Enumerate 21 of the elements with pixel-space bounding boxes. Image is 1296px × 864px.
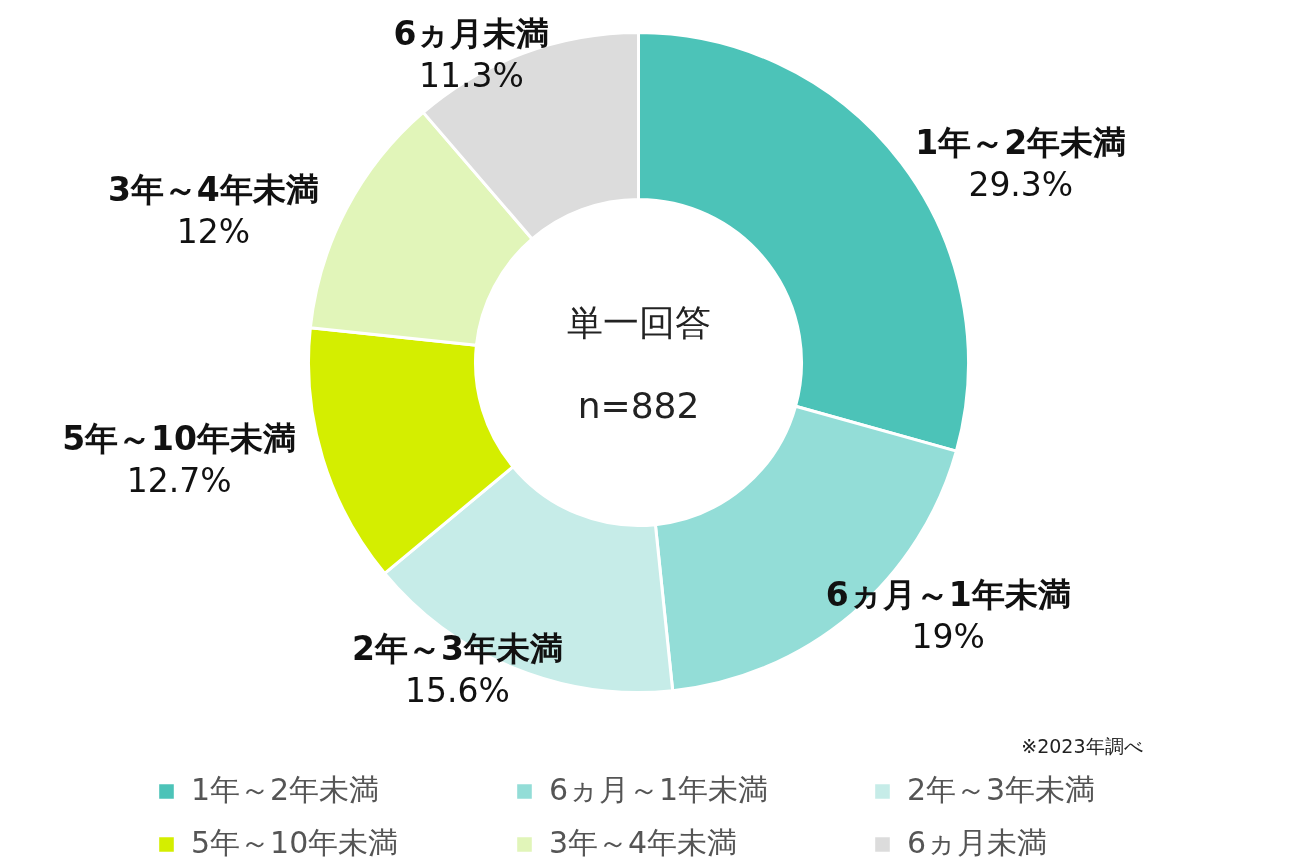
slice-label: 1年～2年未満 [915, 123, 1127, 163]
text: ※2023年調べ [1021, 734, 1143, 757]
slice-label: 6ヵ月～1年未満 [825, 575, 1071, 615]
data-label: 11.3% [419, 55, 524, 95]
data-label: 19% [911, 617, 985, 657]
text: n=882 [577, 385, 700, 426]
data-label: 29.3% [968, 165, 1074, 205]
legend-label: 3年～4年未満 [549, 824, 739, 862]
legend-label: 1年～2年未満 [191, 771, 381, 809]
data-label: 12% [176, 211, 251, 251]
slice-label: 5年～10年未満 [62, 418, 297, 458]
legend-label: 6ヵ月未満 [907, 824, 1049, 862]
slice-label: 2年～3年未満 [351, 628, 563, 668]
legend-label: 5年～10年未満 [191, 824, 400, 862]
legend-label: 2年～3年未満 [907, 771, 1097, 809]
slice-label: 6ヵ月未満 [393, 13, 550, 53]
text: 単一回答 [566, 302, 711, 343]
slice-label: 3年～4年未満 [107, 169, 319, 209]
data-label: 15.6% [405, 670, 510, 710]
legend-label: 6ヵ月～1年未満 [549, 771, 770, 809]
data-label: 12.7% [126, 460, 232, 500]
